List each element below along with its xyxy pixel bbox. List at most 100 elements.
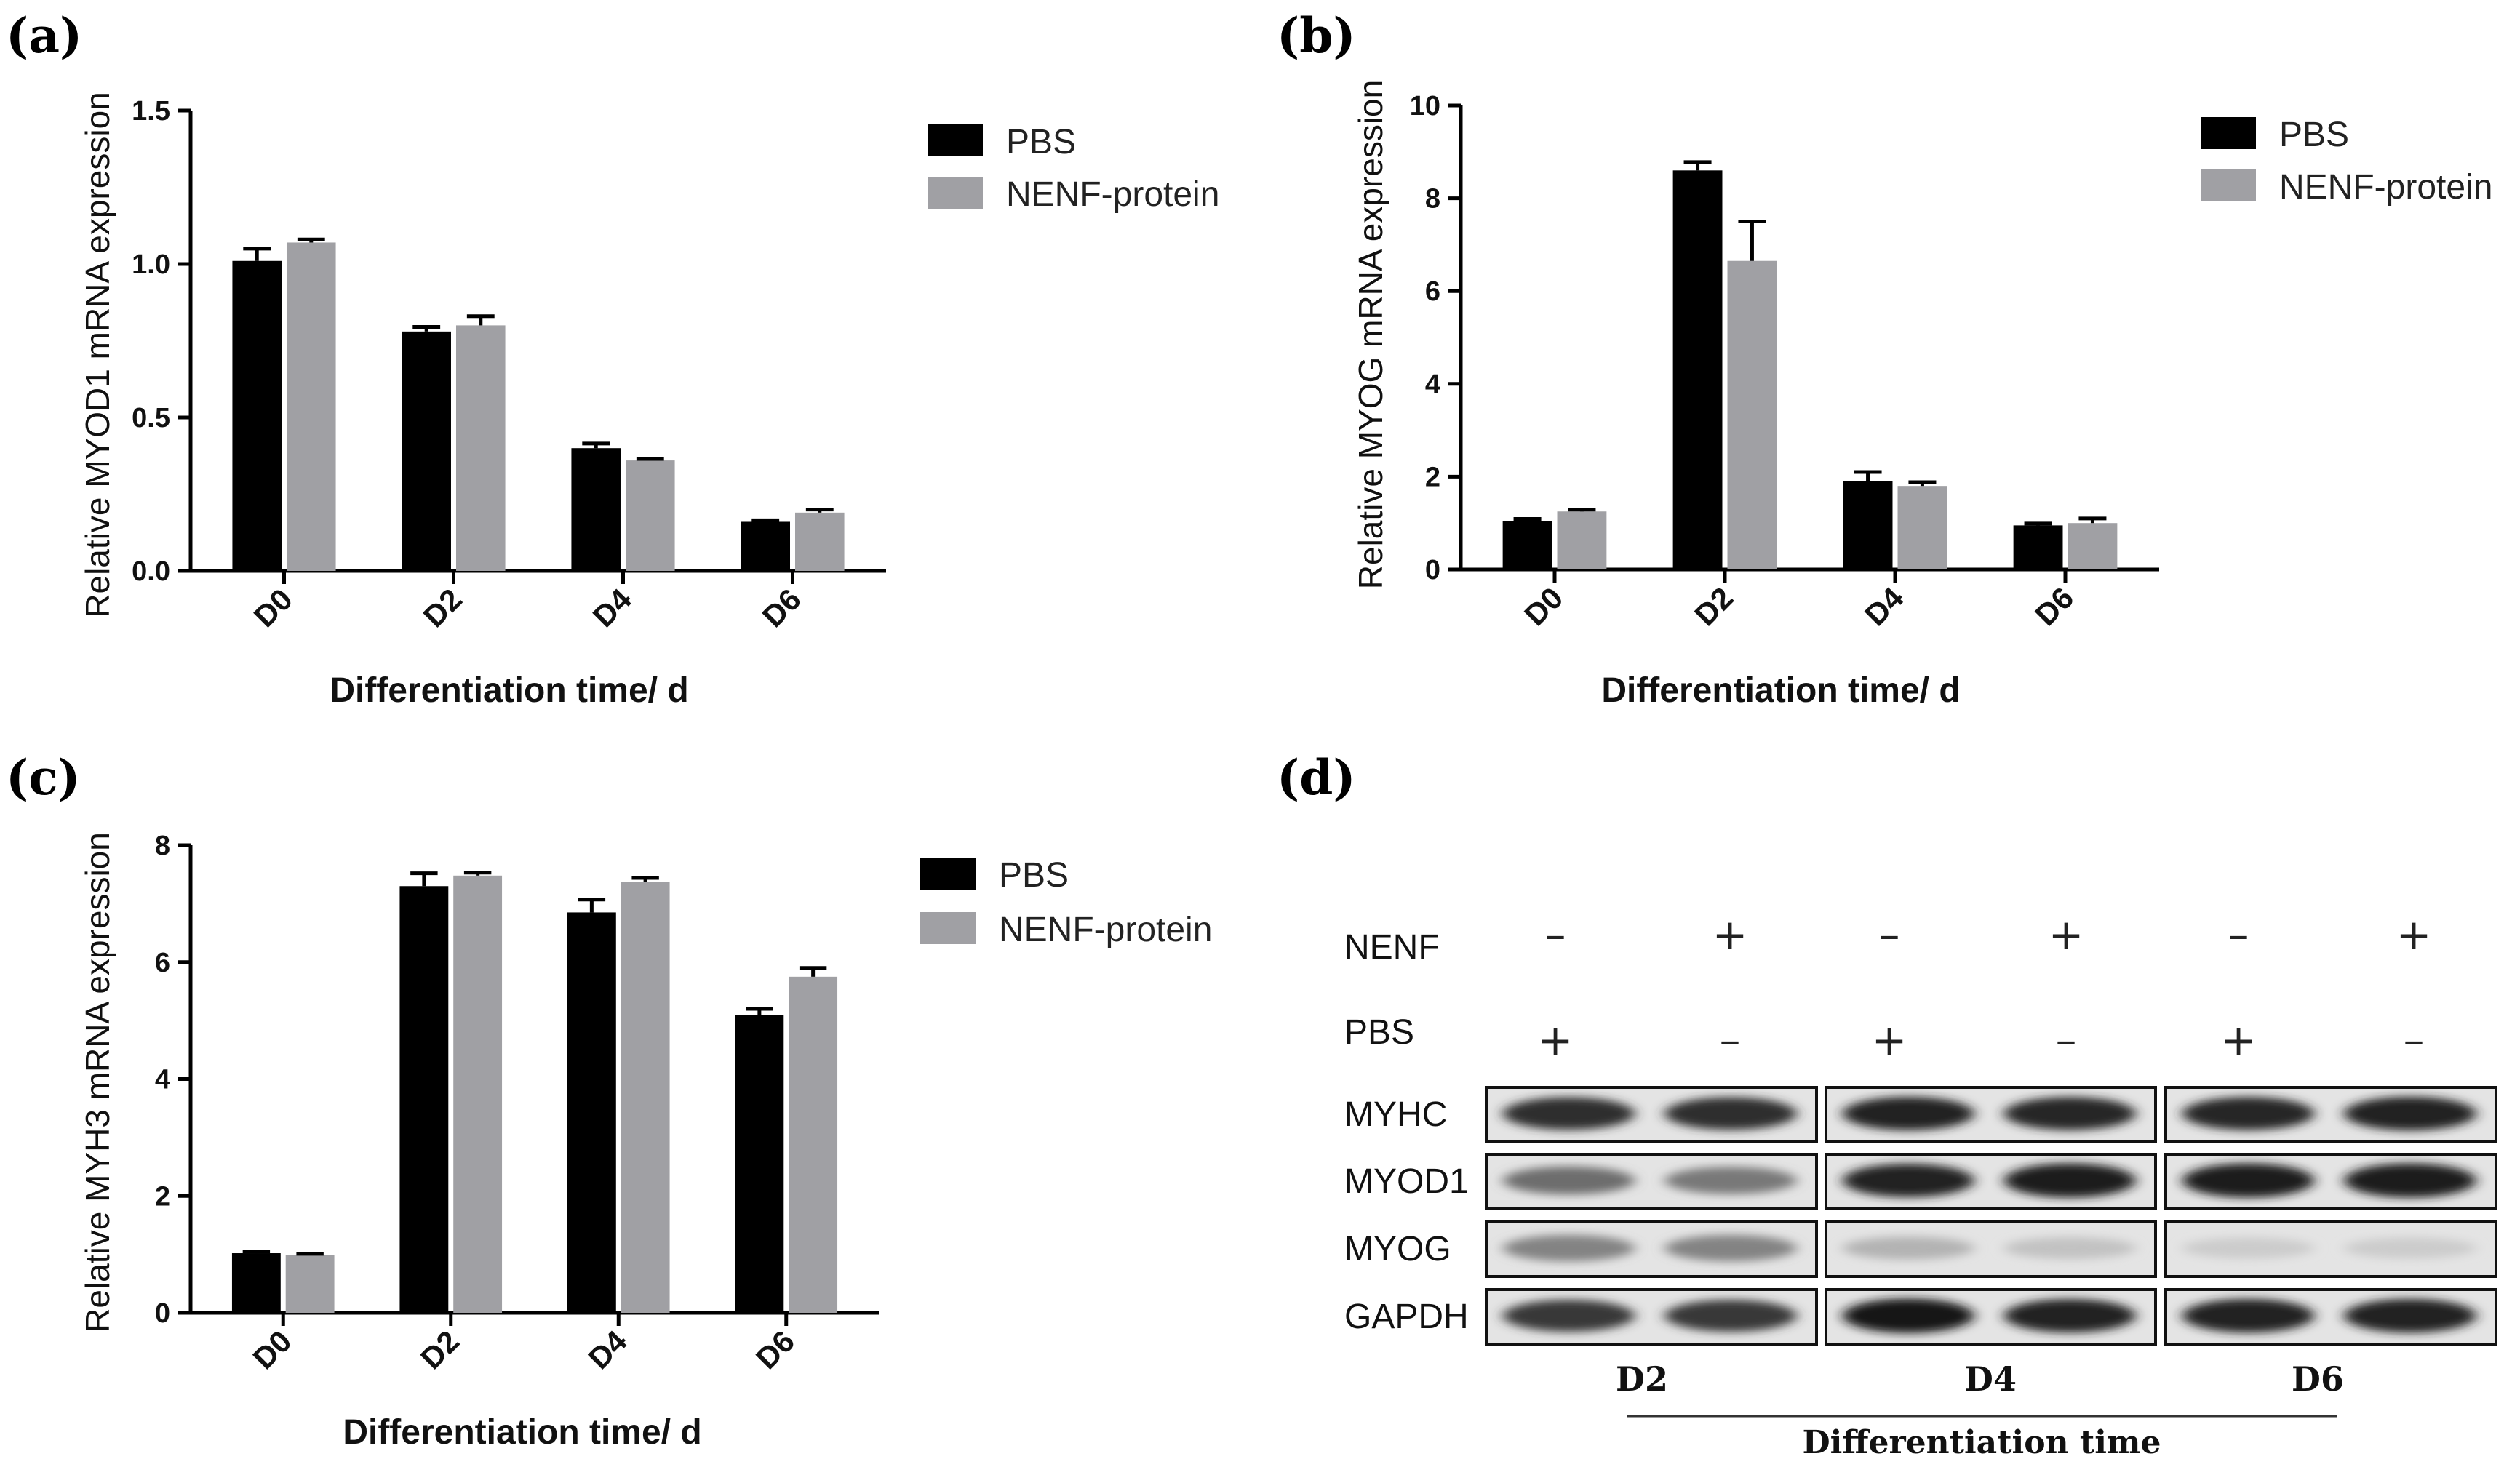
band-myog-lane-2 [1664,1234,1797,1262]
band-myod1-lane-5 [2182,1163,2315,1198]
pbs-row-label: PBS [1344,1013,1414,1052]
legend-swatch-c [920,858,976,890]
legend-label-b: PBS [2279,116,2349,154]
y-tick-label-b: 4 [1425,369,1440,400]
bar-c-pbs-d4 [567,912,616,1313]
bar-a-pbs-d0 [232,260,282,571]
y-tick-label-c: 4 [155,1065,170,1095]
panel-label-c: (c) [6,749,81,806]
nenf-sign: + [2049,910,2084,959]
legend-label-a: NENF-protein [1006,175,1219,214]
bar-c-pbs-d2 [399,886,449,1313]
y-tick-label-a: 0.5 [132,403,170,433]
band-myhc-lane-3 [1842,1097,1974,1130]
legend-swatch-b [2201,169,2256,201]
plot-area-a: 0.0 0.5 1.0 1.5 D0 D2 D4 D6 PBS NENF-protein [132,96,1219,633]
bar-a-nenf-protein-d6 [794,512,845,571]
y-tick-label-b: 10 [1410,91,1440,121]
legend-label-c: NENF-protein [999,911,1212,949]
band-myhc-lane-6 [2344,1096,2476,1131]
pbs-sign: + [1872,1015,1907,1065]
x-tick-label-c: D2 [414,1324,466,1375]
y-tick-label-c: 6 [155,948,170,978]
nenf-row-label: NENF [1344,928,1440,967]
bar-b-nenf-protein-d2 [1727,260,1777,569]
treatment-signs: – + – + – + + – + – + – [1538,910,2432,1065]
day-label-d6: D6 [2292,1359,2344,1399]
bar-b-nenf-protein-d4 [1897,486,1947,569]
day-label-d4: D4 [1964,1359,2017,1399]
y-tick-label-c: 8 [155,831,170,861]
protein-label-myod1: MYOD1 [1344,1162,1469,1201]
band-myhc-lane-4 [2003,1097,2136,1130]
bar-b-pbs-d4 [1843,481,1893,569]
y-tick-label-a: 1.0 [132,249,170,280]
plot-area-c: 0 2 4 6 8 D0 D2 D4 D6 PBS NENF-protein [155,831,1213,1375]
y-tick-label-b: 8 [1425,184,1440,215]
protein-label-gapdh: GAPDH [1344,1298,1469,1336]
panel-label-b: (b) [1277,7,1356,64]
x-tick-label-a: D2 [417,582,468,633]
pbs-sign: – [2056,1015,2077,1065]
panel-d-western-blot: (d) NENF PBS – + – + – + + – + – + – MYHC MYOD1 MYOG G… [1277,749,2497,1461]
bar-c-nenf-protein-d6 [789,976,838,1313]
bar-b-nenf-protein-d0 [1557,511,1607,569]
band-gapdh-lane-4 [2003,1299,2136,1332]
bar-c-nenf-protein-d2 [453,875,503,1313]
y-tick-label-c: 2 [155,1181,170,1212]
band-myog-lane-4 [2003,1236,2136,1260]
x-tick-label-a: D6 [756,582,808,633]
legend-swatch-a [928,177,983,209]
x-tick-label-c: D0 [246,1324,298,1375]
band-myod1-lane-3 [1842,1164,1974,1197]
panel-label-a: (a) [6,7,82,64]
band-gapdh-lane-2 [1664,1300,1797,1332]
band-myod1-lane-2 [1664,1167,1797,1194]
legend-label-c: PBS [999,856,1069,895]
band-myog-lane-6 [2344,1237,2476,1259]
xlabel-b: Differentiation time/ d [1601,671,1960,710]
x-tick-label-a: D0 [247,582,299,633]
band-myog-lane-1 [1502,1234,1635,1262]
bar-c-pbs-d0 [231,1253,281,1313]
ylabel-a: Relative MYOD1 mRNA expression [79,92,116,617]
y-tick-label-b: 0 [1425,555,1440,585]
ylabel-b: Relative MYOG mRNA expression [1352,80,1389,589]
xlabel-c: Differentiation time/ d [343,1413,701,1452]
legend-label-b: NENF-protein [2279,168,2492,207]
band-myod1-lane-4 [2003,1163,2136,1198]
legend-swatch-b [2201,117,2256,149]
bar-a-pbs-d4 [571,448,621,571]
y-tick-label-a: 1.5 [132,96,170,127]
nenf-sign: – [2228,910,2249,959]
pbs-sign: + [2221,1015,2257,1065]
bar-b-pbs-d2 [1672,170,1723,569]
nenf-sign: + [2396,910,2432,959]
x-tick-label-b: D2 [1688,580,1739,632]
band-gapdh-lane-5 [2182,1298,2315,1333]
panel-c-chart: (c) Relative MYH3 mRNA expression Differ… [6,749,1212,1452]
bar-b-pbs-d6 [2013,525,2063,569]
band-myog-lane-5 [2182,1237,2315,1259]
day-labels: D2 D4 D6 [1616,1359,2344,1399]
bar-a-nenf-protein-d2 [455,325,506,571]
nenf-sign: – [1545,910,1566,959]
x-tick-label-c: D4 [581,1324,634,1376]
protein-label-myhc: MYHC [1344,1095,1447,1134]
blot-strips [1485,1086,2497,1346]
x-tick-label-c: D6 [749,1324,801,1375]
bar-a-pbs-d2 [402,331,452,571]
panel-label-d: (d) [1277,749,1356,806]
band-gapdh-lane-1 [1502,1300,1635,1332]
y-tick-label-a: 0.0 [132,556,170,587]
pbs-sign: – [2404,1015,2425,1065]
band-gapdh-lane-6 [2344,1298,2476,1333]
bar-c-nenf-protein-d4 [621,882,670,1313]
band-myog-lane-3 [1842,1236,1974,1260]
bar-b-nenf-protein-d6 [2068,523,2118,569]
bar-b-pbs-d0 [1502,521,1552,569]
band-myhc-lane-2 [1664,1097,1797,1130]
bar-c-pbs-d6 [735,1015,784,1313]
panel-b-chart: (b) Relative MYOG mRNA expression Differ… [1277,7,2492,710]
